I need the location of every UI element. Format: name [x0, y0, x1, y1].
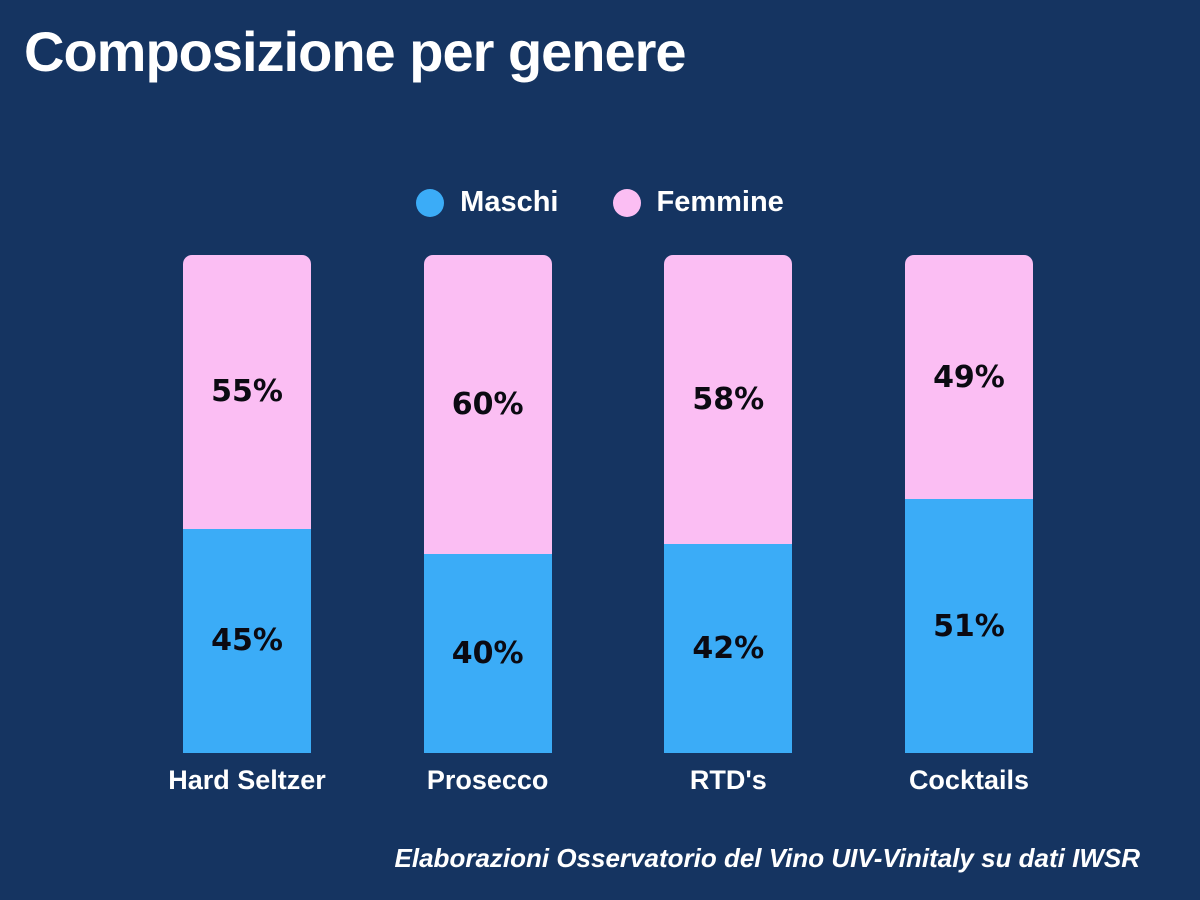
source-note: Elaborazioni Osservatorio del Vino UIV-V…	[394, 843, 1140, 873]
bar-segment-maschi: 45%	[183, 528, 311, 753]
bar-group-cocktails: 49% 51% Cocktails	[904, 255, 1033, 796]
bar-segment-maschi: 40%	[423, 553, 552, 753]
value-label-femmine: 58%	[692, 381, 765, 417]
bar-segment-maschi: 42%	[664, 543, 793, 753]
maschi-swatch-icon	[416, 188, 445, 217]
bar-prosecco: 60% 40%	[423, 255, 552, 753]
bar-hard-seltzer: 55% 45%	[183, 255, 311, 753]
bar-group-hard-seltzer: 55% 45% Hard Seltzer	[168, 255, 326, 796]
legend-label-maschi: Maschi	[460, 186, 559, 218]
legend-label-femmine: Femmine	[656, 186, 784, 218]
legend-item-maschi: Maschi	[416, 186, 559, 219]
value-label-maschi: 42%	[692, 630, 765, 666]
value-label-maschi: 45%	[211, 623, 283, 659]
value-label-maschi: 40%	[451, 635, 524, 671]
category-label-rtds: RTD's	[689, 765, 767, 795]
chart-title: Composizione per genere	[24, 20, 687, 83]
category-label-prosecco: Prosecco	[426, 765, 549, 795]
bar-cocktails: 49% 51%	[904, 255, 1033, 753]
legend-item-femmine: Femmine	[612, 186, 784, 219]
value-label-femmine: 49%	[933, 359, 1005, 395]
bar-segment-femmine: 55%	[183, 255, 311, 529]
value-label-maschi: 51%	[933, 608, 1005, 644]
bar-group-rtds: 58% 42% RTD's	[664, 255, 793, 796]
category-label-hard-seltzer: Hard Seltzer	[168, 765, 326, 795]
bar-rtds: 58% 42%	[664, 255, 793, 753]
bar-segment-maschi: 51%	[904, 499, 1033, 753]
value-label-femmine: 60%	[451, 386, 524, 422]
stacked-bar-chart: 55% 45% Hard Seltzer 60% 40% Prosecco	[168, 255, 1033, 796]
bar-group-prosecco: 60% 40% Prosecco	[423, 255, 552, 796]
value-label-femmine: 55%	[211, 374, 283, 410]
femmine-swatch-icon	[612, 188, 641, 217]
bar-segment-femmine: 60%	[423, 255, 552, 554]
bar-segment-femmine: 49%	[904, 255, 1033, 500]
legend: Maschi Femmine	[0, 186, 1200, 219]
category-label-cocktails: Cocktails	[908, 765, 1029, 795]
bar-segment-femmine: 58%	[664, 255, 793, 544]
